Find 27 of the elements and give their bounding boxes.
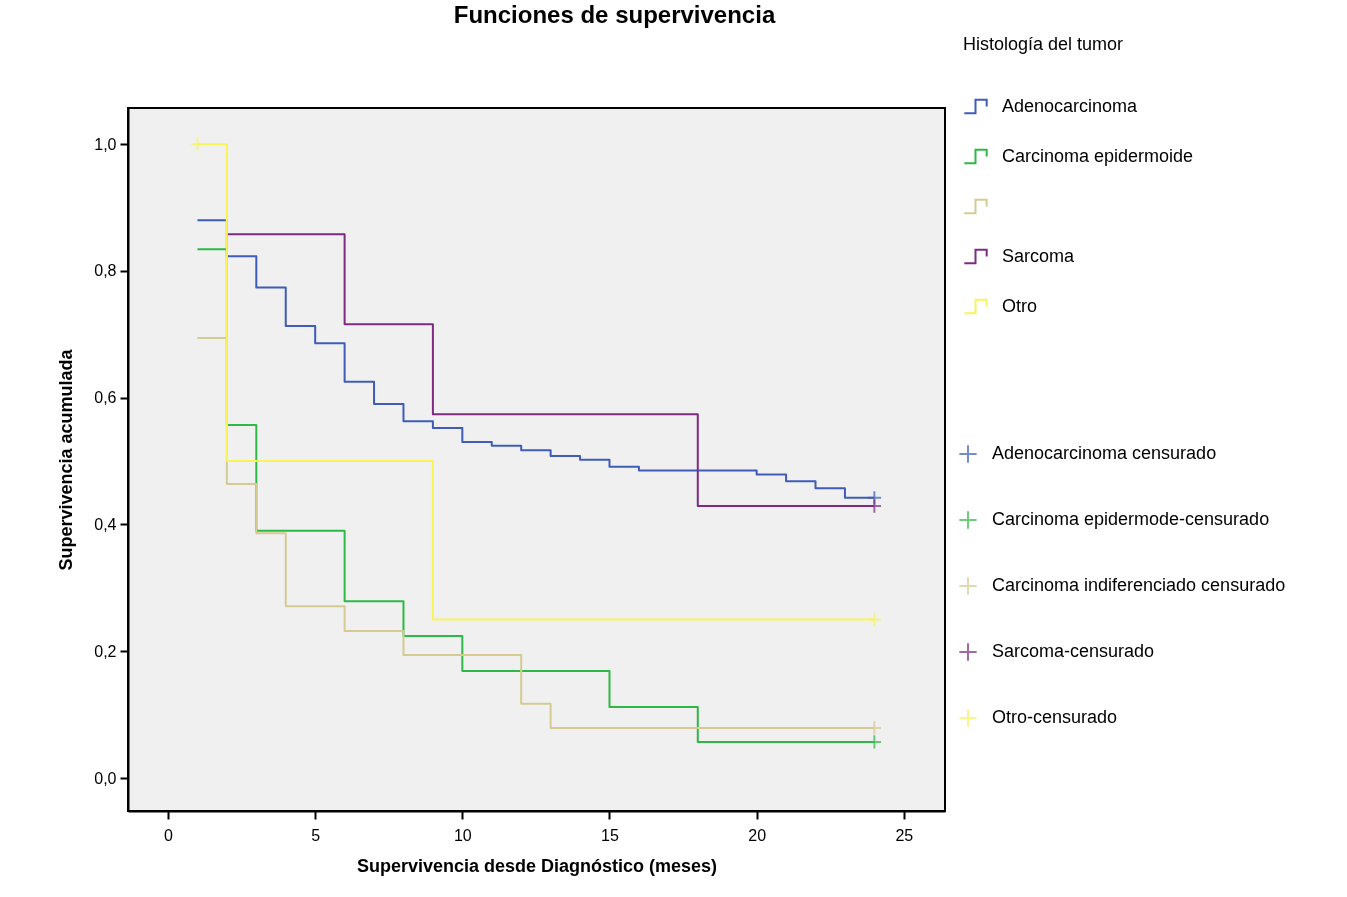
x-tick-label: 15 [601,826,619,844]
legend-label: Carcinoma epidermoide [1002,145,1194,166]
legend-label: Sarcoma-censurado [992,641,1155,661]
chart-title: Funciones de supervivencia [453,1,776,28]
y-tick-label: 0,4 [94,515,117,533]
legend-label: Adenocarcinoma [1002,95,1139,116]
x-axis-title: Supervivencia desde Diagnóstico (meses) [356,855,718,876]
x-tick-label: 0 [164,826,174,844]
y-tick-label: 0,0 [94,769,117,787]
legend-title: Histología del tumor [963,34,1124,54]
y-axis-title: Supervivencia acumulada [56,348,77,571]
x-tick-label: 10 [453,826,472,844]
legend-label: Carcinoma indiferenciado censurado [992,575,1286,595]
legend-label: Carcinoma epidermode-censurado [992,509,1270,529]
y-tick-label: 0,8 [94,262,117,280]
legend-label: Otro [1002,295,1038,316]
legend-label: Sarcoma [1002,245,1076,266]
x-tick-label: 20 [748,826,767,844]
x-tick-label: 5 [311,826,321,844]
legend-label: Otro-censurado [992,707,1118,727]
point [866,611,883,628]
legend-label: Adenocarcinoma censurado [992,443,1217,463]
y-tick-label: 0,6 [94,389,117,407]
y-tick-label: 0,2 [94,642,117,660]
x-tick-label: 25 [895,826,914,844]
point [189,136,206,152]
y-tick-label: 1,0 [94,135,117,153]
